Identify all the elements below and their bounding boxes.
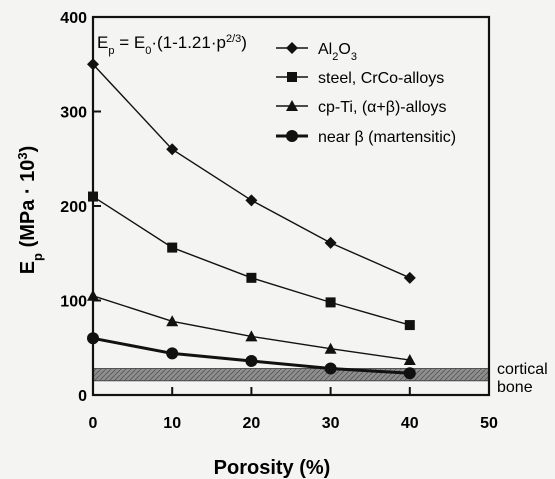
data-point-2-3: [324, 342, 337, 354]
x-tick-label: 0: [89, 415, 98, 432]
legend-label-2: cp-Ti, (α+β)-alloys: [318, 99, 447, 116]
y-tick-label: 0: [78, 388, 87, 405]
cortical-bone-band: [92, 368, 490, 382]
legend-marker-0: [286, 42, 298, 54]
y-tick-label: 400: [60, 10, 87, 27]
formula-label: Ep = E0·(1-1.21·p2/3): [97, 33, 247, 57]
series-line-0: [92, 63, 411, 279]
x-axis-title: Porosity (%): [214, 457, 331, 479]
x-tick-label: 50: [480, 415, 498, 432]
y-axis-title: Ep (MPa · 103): [15, 146, 45, 275]
y-tick-label: 100: [60, 294, 87, 311]
legend-marker-3: [286, 130, 298, 142]
data-point-1-4: [404, 320, 415, 331]
series-line-2: [92, 295, 410, 361]
data-point-3-1: [166, 347, 179, 360]
data-point-0-2: [245, 194, 258, 207]
legend-label-3: near β (martensitic): [318, 129, 456, 146]
data-point-0-0: [87, 58, 99, 71]
data-point-0-4: [403, 271, 416, 284]
data-point-1-2: [246, 272, 257, 283]
data-point-3-2: [245, 354, 258, 367]
x-tick-label: 20: [243, 415, 261, 432]
data-point-3-3: [324, 362, 337, 375]
band-label-line2: bone: [497, 379, 533, 396]
data-point-1-1: [167, 242, 178, 253]
data-point-0-1: [166, 143, 179, 156]
data-point-3-0: [87, 332, 99, 345]
data-point-1-3: [325, 297, 336, 308]
data-point-2-2: [245, 330, 258, 342]
series-line-1: [92, 195, 410, 326]
y-tick-label: 200: [60, 199, 87, 216]
legend-label-0: Al2O3: [318, 41, 357, 63]
y-tick-label: 300: [60, 105, 87, 122]
band-label-line1: cortical: [497, 361, 548, 378]
data-point-0-3: [324, 236, 337, 249]
legend-marker-2: [286, 100, 298, 111]
data-point-2-1: [166, 315, 179, 327]
x-tick-label: 40: [401, 415, 419, 432]
data-point-3-4: [403, 367, 416, 380]
x-tick-label: 30: [322, 415, 340, 432]
legend-label-1: steel, CrCo-alloys: [318, 70, 444, 87]
data-point-1-0: [88, 191, 98, 202]
legend-marker-1: [287, 72, 297, 82]
x-tick-label: 10: [163, 415, 181, 432]
data-point-2-0: [87, 289, 99, 301]
data-point-2-4: [403, 354, 416, 366]
